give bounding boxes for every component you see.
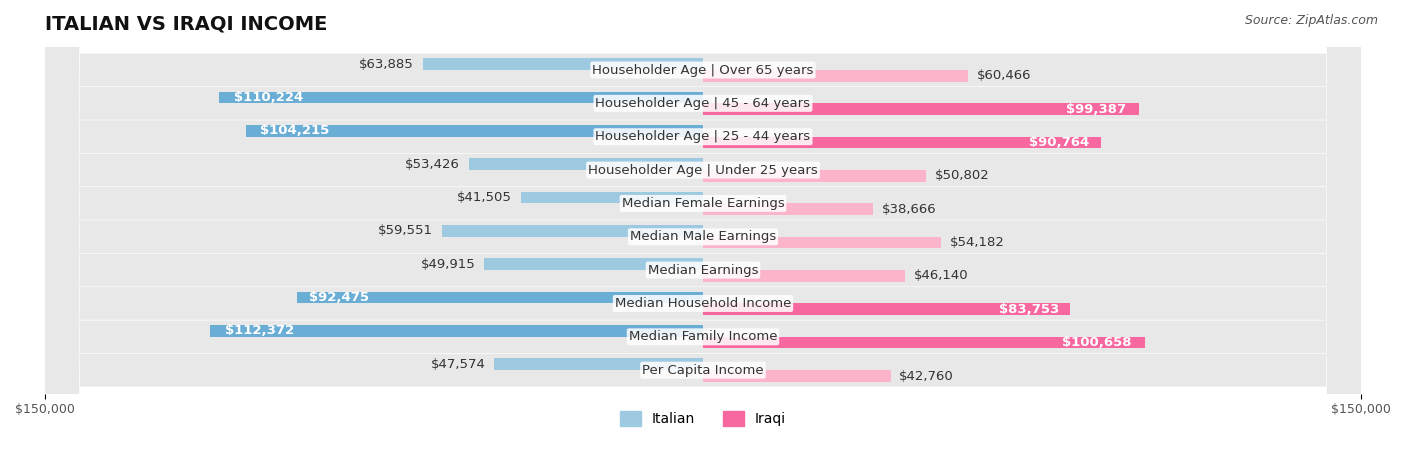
FancyBboxPatch shape <box>45 0 1361 467</box>
Text: $49,915: $49,915 <box>420 258 475 271</box>
Bar <box>703 70 969 82</box>
Bar <box>468 158 703 170</box>
Text: Median Family Income: Median Family Income <box>628 330 778 343</box>
Text: $42,760: $42,760 <box>900 369 955 382</box>
Text: Median Household Income: Median Household Income <box>614 297 792 310</box>
Bar <box>441 225 703 237</box>
Text: Householder Age | Over 65 years: Householder Age | Over 65 years <box>592 64 814 77</box>
FancyBboxPatch shape <box>45 0 1361 467</box>
FancyBboxPatch shape <box>45 0 1361 467</box>
Text: $104,215: $104,215 <box>260 124 329 137</box>
Bar <box>484 258 703 270</box>
Text: Householder Age | Under 25 years: Householder Age | Under 25 years <box>588 163 818 177</box>
Text: $46,140: $46,140 <box>914 269 969 283</box>
Text: Median Female Earnings: Median Female Earnings <box>621 197 785 210</box>
Text: $100,658: $100,658 <box>1062 336 1132 349</box>
FancyBboxPatch shape <box>45 0 1361 467</box>
Bar <box>495 359 703 370</box>
Bar <box>423 58 703 70</box>
Text: Source: ZipAtlas.com: Source: ZipAtlas.com <box>1244 14 1378 27</box>
FancyBboxPatch shape <box>45 0 1361 467</box>
Bar <box>703 270 905 282</box>
Bar <box>703 237 941 248</box>
Bar <box>520 192 703 204</box>
FancyBboxPatch shape <box>45 0 1361 467</box>
FancyBboxPatch shape <box>45 0 1361 467</box>
Bar <box>703 103 1139 115</box>
Text: Householder Age | 45 - 64 years: Householder Age | 45 - 64 years <box>596 97 810 110</box>
Bar <box>703 170 927 182</box>
Text: Median Earnings: Median Earnings <box>648 263 758 276</box>
Text: $83,753: $83,753 <box>1000 303 1059 316</box>
Text: $41,505: $41,505 <box>457 191 512 204</box>
Bar <box>703 204 873 215</box>
Bar <box>703 137 1101 149</box>
Text: $110,224: $110,224 <box>233 91 304 104</box>
Legend: Italian, Iraqi: Italian, Iraqi <box>614 406 792 432</box>
Text: Householder Age | 25 - 44 years: Householder Age | 25 - 44 years <box>595 130 811 143</box>
Bar <box>219 92 703 103</box>
Text: $92,475: $92,475 <box>309 291 370 304</box>
Bar <box>703 304 1070 315</box>
Bar <box>297 292 703 304</box>
FancyBboxPatch shape <box>45 0 1361 467</box>
Text: $99,387: $99,387 <box>1066 103 1126 116</box>
FancyBboxPatch shape <box>45 0 1361 467</box>
Text: ITALIAN VS IRAQI INCOME: ITALIAN VS IRAQI INCOME <box>45 15 328 34</box>
Text: Per Capita Income: Per Capita Income <box>643 364 763 377</box>
Bar <box>209 325 703 337</box>
Text: $112,372: $112,372 <box>225 325 294 338</box>
Text: $63,885: $63,885 <box>359 58 413 71</box>
Text: $60,466: $60,466 <box>977 69 1032 82</box>
Bar <box>246 125 703 137</box>
Bar <box>703 370 890 382</box>
Bar <box>703 337 1144 348</box>
FancyBboxPatch shape <box>45 0 1361 467</box>
Text: $53,426: $53,426 <box>405 158 460 171</box>
Text: $59,551: $59,551 <box>378 225 433 237</box>
Text: $38,666: $38,666 <box>882 203 936 216</box>
Text: $47,574: $47,574 <box>430 358 485 371</box>
Text: Median Male Earnings: Median Male Earnings <box>630 230 776 243</box>
Text: $90,764: $90,764 <box>1029 136 1090 149</box>
Text: $54,182: $54,182 <box>949 236 1004 249</box>
Text: $50,802: $50,802 <box>935 170 990 183</box>
